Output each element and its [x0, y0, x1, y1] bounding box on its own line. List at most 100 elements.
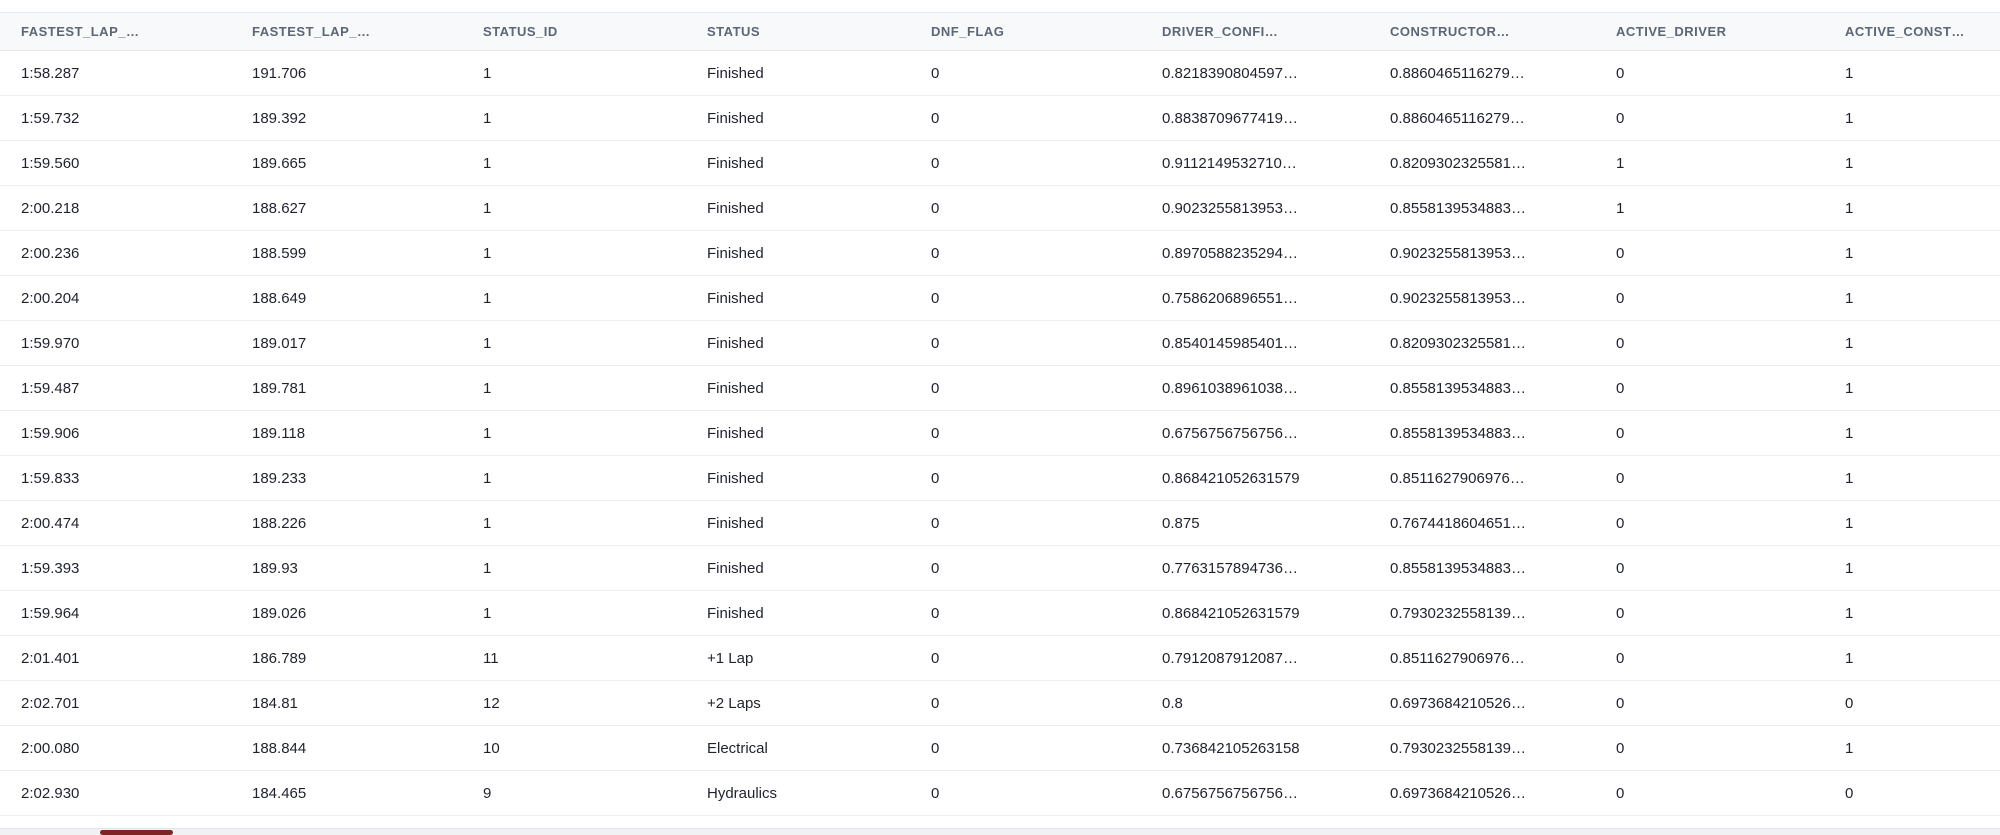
cell-driver-confi[interactable]: 0.7586206896551… [1141, 275, 1369, 321]
cell-constructor[interactable]: 0.8860465116279… [1369, 95, 1595, 141]
cell-status[interactable]: Electrical [686, 725, 910, 771]
cell-constructor[interactable]: 0.8558139534883… [1369, 185, 1595, 231]
cell-active-const[interactable]: 1 [1824, 365, 2000, 411]
cell-dnf-flag[interactable]: 0 [910, 365, 1141, 411]
cell-status-id[interactable]: 10 [462, 725, 686, 771]
cell-driver-confi[interactable]: 0.7763157894736… [1141, 545, 1369, 591]
cell-active-driver[interactable]: 0 [1595, 545, 1824, 591]
cell-active-const[interactable]: 1 [1824, 50, 2000, 96]
cell-fastest-lap-2[interactable]: 184.81 [231, 680, 462, 726]
cell-fastest-lap-2[interactable]: 189.781 [231, 365, 462, 411]
cell-active-driver[interactable]: 0 [1595, 455, 1824, 501]
cell-dnf-flag[interactable]: 0 [910, 635, 1141, 681]
cell-fastest-lap-2[interactable]: 184.465 [231, 770, 462, 816]
cell-status-id[interactable]: 1 [462, 50, 686, 96]
cell-constructor[interactable]: 0.8558139534883… [1369, 410, 1595, 456]
cell-active-driver[interactable]: 0 [1595, 320, 1824, 366]
cell-active-driver[interactable]: 0 [1595, 590, 1824, 636]
cell-dnf-flag[interactable]: 0 [910, 95, 1141, 141]
cell-status[interactable]: Finished [686, 500, 910, 546]
horizontal-scrollbar[interactable] [0, 828, 2000, 835]
cell-active-driver[interactable]: 1 [1595, 140, 1824, 186]
cell-active-driver[interactable]: 0 [1595, 230, 1824, 276]
cell-active-const[interactable]: 1 [1824, 320, 2000, 366]
cell-status-id[interactable]: 1 [462, 140, 686, 186]
cell-fastest-lap-1[interactable]: 2:00.474 [0, 500, 231, 546]
cell-fastest-lap-1[interactable]: 2:02.701 [0, 680, 231, 726]
scrollbar-thumb[interactable] [100, 830, 173, 835]
cell-driver-confi[interactable]: 0.6756756756756… [1141, 770, 1369, 816]
cell-dnf-flag[interactable]: 0 [910, 410, 1141, 456]
cell-active-const[interactable]: 1 [1824, 635, 2000, 681]
cell-status[interactable]: +2 Laps [686, 680, 910, 726]
cell-active-const[interactable]: 1 [1824, 410, 2000, 456]
cell-active-const[interactable]: 1 [1824, 185, 2000, 231]
cell-active-driver[interactable]: 0 [1595, 680, 1824, 726]
cell-fastest-lap-2[interactable]: 188.627 [231, 185, 462, 231]
cell-fastest-lap-2[interactable]: 188.844 [231, 725, 462, 771]
cell-active-driver[interactable]: 0 [1595, 95, 1824, 141]
cell-active-const[interactable]: 1 [1824, 500, 2000, 546]
cell-constructor[interactable]: 0.7674418604651… [1369, 500, 1595, 546]
cell-constructor[interactable]: 0.8860465116279… [1369, 50, 1595, 96]
cell-fastest-lap-2[interactable]: 188.226 [231, 500, 462, 546]
cell-constructor[interactable]: 0.6973684210526… [1369, 770, 1595, 816]
cell-status-id[interactable]: 1 [462, 455, 686, 501]
cell-status[interactable]: Finished [686, 50, 910, 96]
cell-dnf-flag[interactable]: 0 [910, 725, 1141, 771]
cell-fastest-lap-2[interactable]: 189.392 [231, 95, 462, 141]
cell-status-id[interactable]: 1 [462, 365, 686, 411]
cell-status-id[interactable]: 1 [462, 500, 686, 546]
cell-active-const[interactable]: 1 [1824, 275, 2000, 321]
column-header-constructor[interactable]: CONSTRUCTOR… [1369, 12, 1595, 51]
cell-status[interactable]: Finished [686, 275, 910, 321]
cell-constructor[interactable]: 0.8511627906976… [1369, 455, 1595, 501]
cell-status[interactable]: Finished [686, 545, 910, 591]
cell-constructor[interactable]: 0.8209302325581… [1369, 140, 1595, 186]
cell-driver-confi[interactable]: 0.8970588235294… [1141, 230, 1369, 276]
cell-status-id[interactable]: 1 [462, 185, 686, 231]
column-header-driver-confi[interactable]: DRIVER_CONFI… [1141, 12, 1369, 51]
cell-driver-confi[interactable]: 0.868421052631579 [1141, 455, 1369, 501]
cell-fastest-lap-2[interactable]: 191.706 [231, 50, 462, 96]
column-header-status[interactable]: STATUS [686, 12, 910, 51]
cell-active-const[interactable]: 1 [1824, 95, 2000, 141]
cell-active-driver[interactable]: 0 [1595, 500, 1824, 546]
cell-fastest-lap-1[interactable]: 1:59.964 [0, 590, 231, 636]
cell-status-id[interactable]: 1 [462, 275, 686, 321]
cell-dnf-flag[interactable]: 0 [910, 320, 1141, 366]
cell-status-id[interactable]: 9 [462, 770, 686, 816]
cell-active-const[interactable]: 1 [1824, 590, 2000, 636]
cell-constructor[interactable]: 0.7930232558139… [1369, 725, 1595, 771]
cell-driver-confi[interactable]: 0.8838709677419… [1141, 95, 1369, 141]
cell-constructor[interactable]: 0.9023255813953… [1369, 230, 1595, 276]
cell-status-id[interactable]: 1 [462, 230, 686, 276]
column-header-fastest-lap-2[interactable]: FASTEST_LAP_… [231, 12, 462, 51]
cell-fastest-lap-1[interactable]: 1:59.393 [0, 545, 231, 591]
cell-fastest-lap-1[interactable]: 1:58.287 [0, 50, 231, 96]
cell-constructor[interactable]: 0.7930232558139… [1369, 590, 1595, 636]
cell-active-driver[interactable]: 1 [1595, 185, 1824, 231]
cell-status[interactable]: Hydraulics [686, 770, 910, 816]
cell-driver-confi[interactable]: 0.9023255813953… [1141, 185, 1369, 231]
cell-dnf-flag[interactable]: 0 [910, 770, 1141, 816]
cell-dnf-flag[interactable]: 0 [910, 140, 1141, 186]
cell-status[interactable]: Finished [686, 185, 910, 231]
cell-fastest-lap-2[interactable]: 189.026 [231, 590, 462, 636]
column-header-active-driver[interactable]: ACTIVE_DRIVER [1595, 12, 1824, 51]
cell-fastest-lap-1[interactable]: 1:59.487 [0, 365, 231, 411]
cell-driver-confi[interactable]: 0.868421052631579 [1141, 590, 1369, 636]
cell-constructor[interactable]: 0.8209302325581… [1369, 320, 1595, 366]
cell-dnf-flag[interactable]: 0 [910, 275, 1141, 321]
cell-fastest-lap-1[interactable]: 2:00.080 [0, 725, 231, 771]
cell-dnf-flag[interactable]: 0 [910, 680, 1141, 726]
cell-fastest-lap-2[interactable]: 189.017 [231, 320, 462, 366]
cell-fastest-lap-1[interactable]: 2:00.218 [0, 185, 231, 231]
cell-dnf-flag[interactable]: 0 [910, 230, 1141, 276]
cell-driver-confi[interactable]: 0.8540145985401… [1141, 320, 1369, 366]
cell-status[interactable]: Finished [686, 365, 910, 411]
cell-fastest-lap-2[interactable]: 188.649 [231, 275, 462, 321]
cell-dnf-flag[interactable]: 0 [910, 545, 1141, 591]
cell-active-const[interactable]: 0 [1824, 680, 2000, 726]
cell-status[interactable]: Finished [686, 410, 910, 456]
